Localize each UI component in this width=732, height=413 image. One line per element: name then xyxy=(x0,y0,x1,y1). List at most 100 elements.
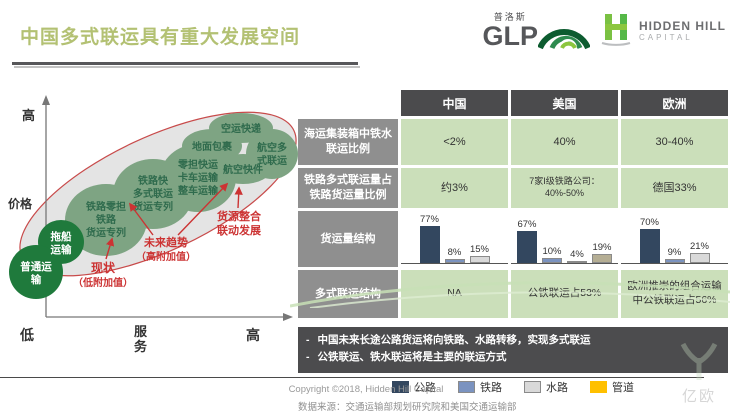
copyright-text: Copyright ©2018, Hidden Hill Capital xyxy=(288,384,444,395)
freight-structure-chart-europe: 70% 9% 21% xyxy=(639,211,710,263)
cell-rail-china: 约3% xyxy=(401,168,508,208)
arrow-current-to-bubbles xyxy=(105,237,115,260)
bar-欧洲-水路: 21% xyxy=(689,241,710,263)
bar-欧洲-公路: 70% xyxy=(639,217,660,263)
legend-label: 管道 xyxy=(612,381,634,394)
cell-rail-europe: 德国33% xyxy=(621,168,728,208)
legend-swatch xyxy=(590,380,607,393)
arrow-future-left xyxy=(128,202,154,236)
page-title: 中国多式联运具有重大发展空间 xyxy=(20,27,301,48)
glp-wordmark: GLP xyxy=(482,20,538,51)
x-axis-title-line2: 务 xyxy=(134,339,148,354)
cell-multimodal-europe: 欧洲推崇的组合运输中公铁联运占56% xyxy=(621,270,728,318)
bubble-rail-express-label-2: 多式联运 xyxy=(133,187,173,200)
cell-multimodal-china: NA xyxy=(401,270,508,318)
table-stub-cell xyxy=(298,90,398,116)
row-header-rail-multimodal-share: 铁路多式联运量占铁路货运量比例 xyxy=(298,168,398,208)
bubble-air-multimodal-label-2: 式联运 xyxy=(257,154,287,167)
y-axis-arrow-icon xyxy=(42,95,50,105)
bubble-truck-ltl-label-2: 卡车运输 xyxy=(178,171,219,184)
legend-swatch xyxy=(392,380,409,393)
freight-structure-chart-usa: 67% 10% 4% 19% xyxy=(517,211,612,263)
cell-sea-china: <2% xyxy=(401,119,508,165)
chart-legend: 公路 铁路 水路 管道 xyxy=(298,379,728,395)
legend-label: 公路 xyxy=(414,381,436,394)
yiou-watermark-icon xyxy=(680,342,718,380)
bubble-rail-ltl-label-3: 货运专列 xyxy=(86,226,126,239)
title-underline-shadow xyxy=(14,66,360,68)
bubble-air-multimodal xyxy=(246,129,298,179)
glp-logo: 普洛斯 GLP xyxy=(482,12,590,51)
freight-chart-cell-europe: 70% 9% 21% xyxy=(621,211,728,264)
arrow-integration-up xyxy=(234,186,243,209)
arrow-future-right xyxy=(177,182,229,236)
annotation-current-state: 现状 xyxy=(91,260,116,275)
bubble-rail-ltl-label-2: 铁路 xyxy=(96,213,117,226)
hidden-hill-h-icon xyxy=(601,14,631,46)
bubble-air-express-delivery-label: 空运快递 xyxy=(221,122,261,135)
legend-swatch xyxy=(458,380,475,393)
bar-美国-管道: 19% xyxy=(592,242,612,263)
yiou-watermark-text: 亿欧 xyxy=(681,388,716,405)
legend-label: 铁路 xyxy=(480,381,502,394)
footer-divider xyxy=(0,377,704,378)
takeaway-text-2: 公铁联运、铁水联运将是主要的联运方式 xyxy=(317,351,507,364)
row-header-sea-rail-water: 海运集装箱中铁水联运比例 xyxy=(298,119,398,165)
legend-item-管道: 管道 xyxy=(590,379,634,395)
bubble-rail-ltl-label-1: 铁路零担 xyxy=(86,200,126,213)
legend-item-水路: 水路 xyxy=(524,379,568,395)
bubble-truck-ltl-label-1: 零担快运 xyxy=(177,158,218,171)
cell-sea-europe: 30-40% xyxy=(621,119,728,165)
bubble-air-multimodal-label-1: 航空多 xyxy=(257,141,287,154)
yiou-watermark: 亿欧 xyxy=(668,342,730,408)
hidden-hill-logo: HIDDEN HILL CAPITAL xyxy=(600,12,726,50)
bubble-barge-label-1: 拖船 xyxy=(51,230,72,243)
bubble-barge-label-2: 运输 xyxy=(51,243,72,256)
bar-美国-水路: 4% xyxy=(567,249,587,263)
legend-item-铁路: 铁路 xyxy=(458,379,502,395)
x-axis-title-line1: 服 xyxy=(134,324,148,339)
bar-中国-铁路: 8% xyxy=(444,247,465,263)
annotation-integration-1: 货源整合 xyxy=(216,209,262,223)
annotation-future-trend: 未来趋势 xyxy=(143,235,188,249)
column-header-china: 中国 xyxy=(401,90,508,116)
bubble-rail-express-label-3: 货运专列 xyxy=(133,200,173,213)
comparison-table: 中国 美国 欧洲 海运集装箱中铁水联运比例 <2% 40% 30-40% 铁路多… xyxy=(298,90,728,318)
annotation-current-state-sub: （低附加值） xyxy=(73,276,133,289)
legend-item-公路: 公路 xyxy=(392,379,436,395)
freight-structure-chart-china: 77% 8% 15% xyxy=(419,211,490,263)
comparison-panel: 中国 美国 欧洲 海运集装箱中铁水联运比例 <2% 40% 30-40% 铁路多… xyxy=(298,90,728,413)
annotation-future-trend-sub: （高附加值） xyxy=(136,250,196,263)
legend-swatch xyxy=(524,380,541,393)
annotation-integration-2: 联动发展 xyxy=(217,223,262,237)
bar-欧洲-铁路: 9% xyxy=(664,247,685,263)
bubble-ordinary-label-2: 输 xyxy=(31,273,42,286)
bar-美国-铁路: 10% xyxy=(542,246,562,263)
title-underline xyxy=(12,62,358,65)
bubble-air-express-label: 航空快件 xyxy=(223,163,263,176)
bubble-rail-express-label-1: 铁路快 xyxy=(138,174,169,187)
cell-multimodal-usa: 公铁联运占53% xyxy=(511,270,618,318)
freight-chart-cell-china: 77% 8% 15% xyxy=(401,211,508,264)
hidden-hill-capital-label: CAPITAL xyxy=(639,33,693,43)
takeaway-bullet: 公铁联运、铁水联运将是主要的联运方式 xyxy=(306,349,718,366)
cell-rail-usa: 7家I级铁路公司：40%-50% xyxy=(511,168,618,208)
bubble-ordinary-transport xyxy=(9,245,63,299)
logo-group: 普洛斯 GLP HIDDEN HILL CAPITAL xyxy=(482,12,726,50)
x-axis-arrow-icon xyxy=(283,313,293,321)
cell-sea-usa: 40% xyxy=(511,119,618,165)
row-header-freight-structure: 货运量结构 xyxy=(298,211,398,267)
price-service-bubble-diagram: 高 价格 低 服 务 高 普通运 输 拖船 运输 铁路零担 铁路 货运专列 铁路… xyxy=(8,95,298,354)
x-axis-high-label: 高 xyxy=(246,327,260,343)
bubble-truck-ltl-label-3: 整车运输 xyxy=(177,184,219,197)
freight-chart-cell-usa: 67% 10% 4% 19% xyxy=(511,211,618,264)
takeaway-text-1: 中国未来长途公路货运将向铁路、水路转移，实现多式联运 xyxy=(317,334,591,346)
y-axis-high-label: 高 xyxy=(22,108,35,123)
bar-美国-公路: 67% xyxy=(517,219,537,263)
bar-中国-水路: 15% xyxy=(469,244,490,263)
legend-label: 水路 xyxy=(546,381,568,394)
key-takeaways-box: 中国未来长途公路货运将向铁路、水路转移，实现多式联运 公铁联运、铁水联运将是主要… xyxy=(298,327,728,373)
x-axis-low-label: 低 xyxy=(19,327,34,343)
takeaway-bullet: 中国未来长途公路货运将向铁路、水路转移，实现多式联运 xyxy=(306,332,718,349)
glp-arcs-icon xyxy=(538,28,590,49)
